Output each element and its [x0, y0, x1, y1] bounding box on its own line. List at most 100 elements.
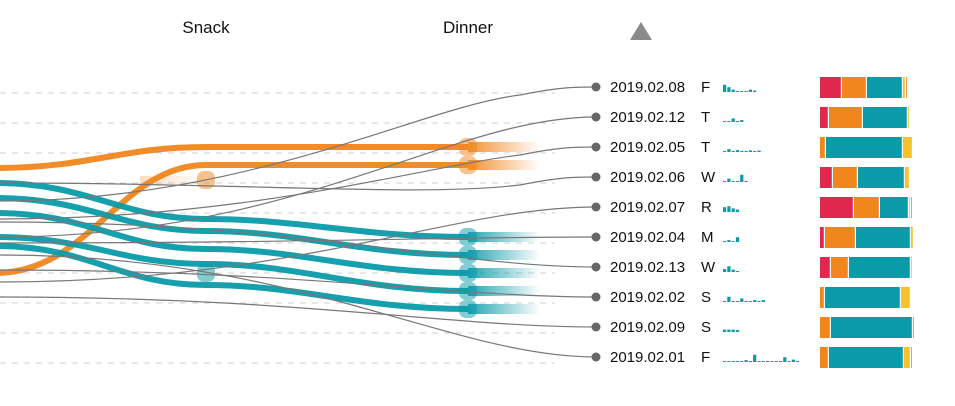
- dinner-marker: [459, 282, 477, 300]
- row-dot: [591, 172, 601, 182]
- flow-line-teal: [0, 210, 469, 276]
- stack-segment: [911, 227, 913, 248]
- spark-bar: [757, 361, 761, 362]
- spark-bar: [735, 301, 740, 302]
- row-dot: [591, 82, 601, 92]
- table-row[interactable]: 2019.02.04 M: [591, 227, 913, 248]
- spark-bar: [735, 91, 740, 92]
- spark-bar: [723, 301, 727, 302]
- stack-segment: [820, 77, 841, 98]
- spark-bar: [744, 151, 748, 152]
- table-row[interactable]: 2019.02.06 W: [591, 167, 909, 188]
- spark-bar: [723, 207, 727, 212]
- row-day: W: [701, 259, 716, 276]
- stack-segment: [820, 347, 828, 368]
- spark-bar: [727, 149, 731, 152]
- spark-bar: [740, 361, 744, 362]
- spark-bar: [731, 269, 735, 272]
- stack-segment: [829, 107, 862, 128]
- table-row[interactable]: 2019.02.07 R: [591, 197, 912, 218]
- table-row[interactable]: 2019.02.12 T: [591, 107, 909, 128]
- stack-segment: [911, 347, 912, 368]
- dinner-marker: [459, 246, 477, 264]
- row-day: W: [701, 169, 716, 186]
- stack-segment: [829, 347, 903, 368]
- table-row[interactable]: 2019.02.08 F: [591, 77, 907, 98]
- stack-segment: [863, 107, 907, 128]
- flow-line-teal: [0, 243, 469, 312]
- stack-segment: [820, 197, 853, 218]
- connector-line: [0, 221, 597, 268]
- spark-bar: [727, 206, 731, 212]
- column-label-snack: Snack: [182, 18, 230, 37]
- spark-bar: [731, 151, 735, 152]
- stack-segment: [831, 317, 912, 338]
- connector-line: [0, 254, 597, 358]
- row-date: 2019.02.12: [610, 109, 685, 126]
- connector-line: [0, 116, 597, 238]
- stack-segment: [903, 77, 905, 98]
- stack-segment: [820, 227, 824, 248]
- stack-segment: [880, 197, 908, 218]
- stack-segment: [820, 167, 832, 188]
- flow-fade: [468, 250, 540, 260]
- triangle-up-icon[interactable]: [630, 22, 652, 40]
- dinner-marker: [459, 300, 477, 318]
- row-date: 2019.02.06: [610, 169, 685, 186]
- row-dot: [591, 232, 601, 242]
- stack-segment: [908, 107, 909, 128]
- row-day: S: [701, 319, 711, 336]
- spark-bar: [740, 91, 744, 92]
- flow-fade: [468, 268, 540, 278]
- flow-fade: [468, 304, 540, 314]
- stack-segment: [911, 257, 912, 278]
- row-dot: [591, 322, 601, 332]
- row-date: 2019.02.05: [610, 139, 685, 156]
- flow-fade: [468, 232, 540, 242]
- stack-segment: [901, 287, 910, 308]
- table-row[interactable]: 2019.02.13 W: [591, 257, 912, 278]
- spark-bar: [766, 361, 770, 362]
- table-row[interactable]: 2019.02.05 T: [591, 137, 912, 158]
- spark-bar: [727, 121, 731, 122]
- stack-segment: [906, 77, 907, 98]
- gridlines: [0, 92, 555, 364]
- spark-bar: [727, 296, 731, 302]
- spark-bar: [783, 357, 787, 362]
- spark-bar: [740, 174, 744, 182]
- stack-segment: [831, 257, 848, 278]
- flow-fade: [468, 142, 540, 152]
- spark-bar: [753, 300, 757, 302]
- spark-bar: [748, 301, 752, 302]
- row-date: 2019.02.04: [610, 229, 685, 246]
- row-day: T: [701, 139, 710, 156]
- spark-bar: [744, 91, 748, 92]
- spark-bar: [723, 84, 727, 92]
- row-day: M: [701, 229, 714, 246]
- spark-bar: [774, 361, 778, 362]
- flow-line-orange: [0, 161, 468, 276]
- dinner-marker: [459, 156, 477, 174]
- table-row[interactable]: 2019.02.09 S: [591, 317, 914, 338]
- stack-segment: [820, 317, 830, 338]
- spark-bar: [723, 329, 727, 332]
- table-row[interactable]: 2019.02.01 F: [591, 347, 912, 368]
- spark-bar: [748, 361, 752, 362]
- stack-segment: [856, 227, 910, 248]
- dinner-marker: [459, 264, 477, 282]
- spark-bar: [744, 181, 748, 182]
- row-day: F: [701, 79, 710, 96]
- spark-bar: [723, 269, 727, 272]
- flow-fade: [468, 160, 540, 170]
- stack-segment: [909, 197, 910, 218]
- stack-segment: [904, 347, 910, 368]
- spark-bar: [735, 361, 740, 362]
- dinner-marker: [459, 228, 477, 246]
- stack-segment: [867, 77, 902, 98]
- stack-segment: [905, 167, 909, 188]
- spark-bar: [727, 329, 731, 332]
- table-row[interactable]: 2019.02.02 S: [591, 287, 910, 308]
- spark-bar: [731, 241, 735, 242]
